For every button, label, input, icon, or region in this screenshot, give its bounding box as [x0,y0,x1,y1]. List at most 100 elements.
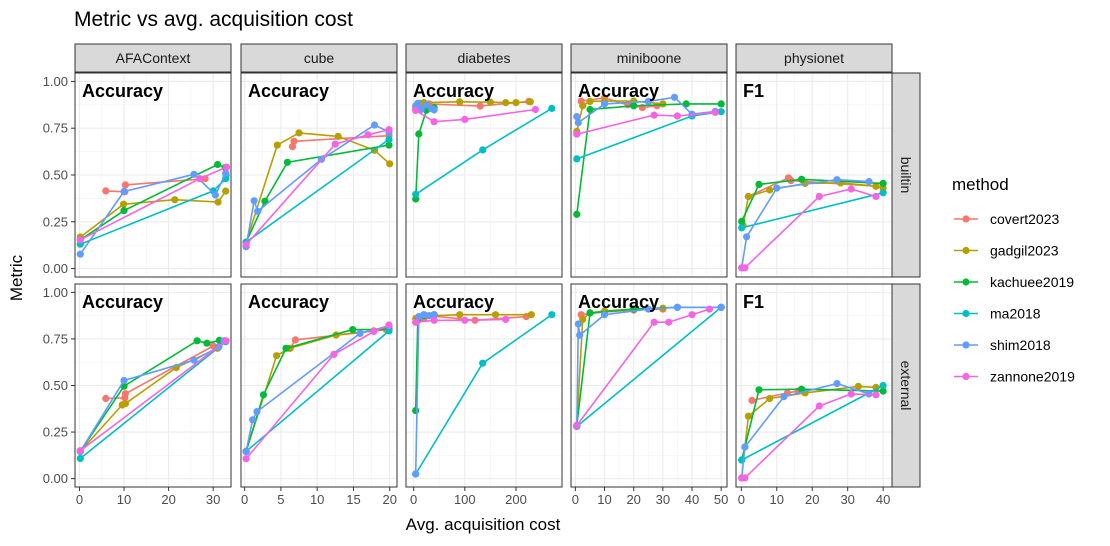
x-tick-label: 20 [383,492,397,507]
series-ma2018 [738,189,887,232]
panel-builtin-cube: Accuracy [240,72,398,278]
data-point [430,118,438,126]
y-tick-label: 0.00 [43,471,68,486]
data-point [242,455,250,463]
legend-key-point [962,215,970,223]
facet-strip-diabetes: diabetes [405,43,563,73]
facet-strip-label: physionet [784,50,844,66]
series-zannone2019 [573,305,714,430]
panel-metric-label: Accuracy [82,81,163,101]
x-tick-label: 10 [597,492,611,507]
facet-strip-bg [735,43,893,73]
data-point [214,198,222,206]
series-line [741,192,884,229]
data-point [386,160,394,168]
data-point [415,130,423,138]
data-point [531,105,540,114]
x-tick-label: 40 [685,492,699,507]
data-point [461,115,469,123]
facet-strip-label: miniboone [617,50,682,66]
data-point [650,318,658,326]
y-tick-label: 1.00 [43,74,68,89]
data-point [644,97,652,105]
series-line [245,324,390,460]
x-tick-label: 5 [277,492,284,507]
data-point [872,391,880,399]
facet-strip-bg [891,72,921,278]
data-point [412,318,420,326]
x-tick-label: 30 [840,492,854,507]
data-point [879,189,887,197]
y-tick-label: 0.50 [43,168,68,183]
panel-builtin-physionet: F1 [735,72,893,278]
panel-builtin-miniboone: Accuracy [570,72,728,278]
y-tick-label: 1.00 [43,285,68,300]
data-point [211,191,219,199]
series-shim2018 [412,311,438,478]
panel-metric-label: Accuracy [82,292,163,312]
data-point [665,318,673,326]
data-point [76,447,84,455]
data-point [644,305,652,313]
chart-title: Metric vs avg. acquisition cost [74,8,353,31]
panel-border [735,283,893,488]
data-point [688,311,696,319]
data-point [670,93,679,101]
series-line [740,178,884,222]
series-gadgil2023 [242,129,394,246]
legend-item-ma2018: ma2018 [954,306,1041,322]
panel-metric-label: Accuracy [578,81,659,101]
data-point [291,336,299,344]
legend-item-shim2018: shim2018 [954,337,1051,353]
facet-strip-physionet: physionet [735,43,893,73]
facet-strip-bg [74,43,232,73]
data-point [741,264,749,272]
data-point [273,352,281,360]
panel-metric-label: Accuracy [578,292,659,312]
facet-strip-label: cube [304,50,335,66]
series-zannone2019 [738,185,880,272]
panel-border [240,72,398,278]
x-tick-label: 15 [346,492,360,507]
data-point [491,311,500,319]
facet-strip-external: external [891,283,921,488]
legend-label: shim2018 [990,337,1051,353]
data-point [479,146,487,154]
data-point [744,412,753,420]
panel-border [570,72,728,278]
data-point [283,158,291,166]
data-point [422,101,431,109]
data-point [780,393,788,401]
series-line [741,384,884,461]
data-point [120,187,128,196]
data-point [385,321,393,329]
panel-builtin-AFAContext: Accuracy 0.00 0.25 0.50 0.75 1.00 [43,72,232,278]
series-line [245,138,390,243]
data-point [250,197,258,205]
data-point [872,383,880,391]
legend-key-point [962,309,970,318]
data-point [573,210,581,218]
x-tick-label: 20 [805,492,819,507]
y-tick-label: 0.75 [43,331,68,346]
data-point [741,474,749,482]
data-point [120,207,128,215]
series-kachuee2019 [738,175,887,225]
data-point [196,175,204,183]
data-point [370,121,379,129]
data-point [203,339,211,347]
series-line [245,128,390,246]
data-point [76,236,84,244]
facet-strip-label: builtin [898,157,914,194]
facet-strip-bg [240,43,398,73]
data-point [242,447,250,455]
data-point [744,192,753,201]
data-point [254,207,262,215]
data-point [630,102,638,110]
series-zannone2019 [76,337,230,455]
data-point [190,170,198,178]
data-point [121,390,129,398]
data-point [364,131,372,139]
data-point [548,104,556,112]
